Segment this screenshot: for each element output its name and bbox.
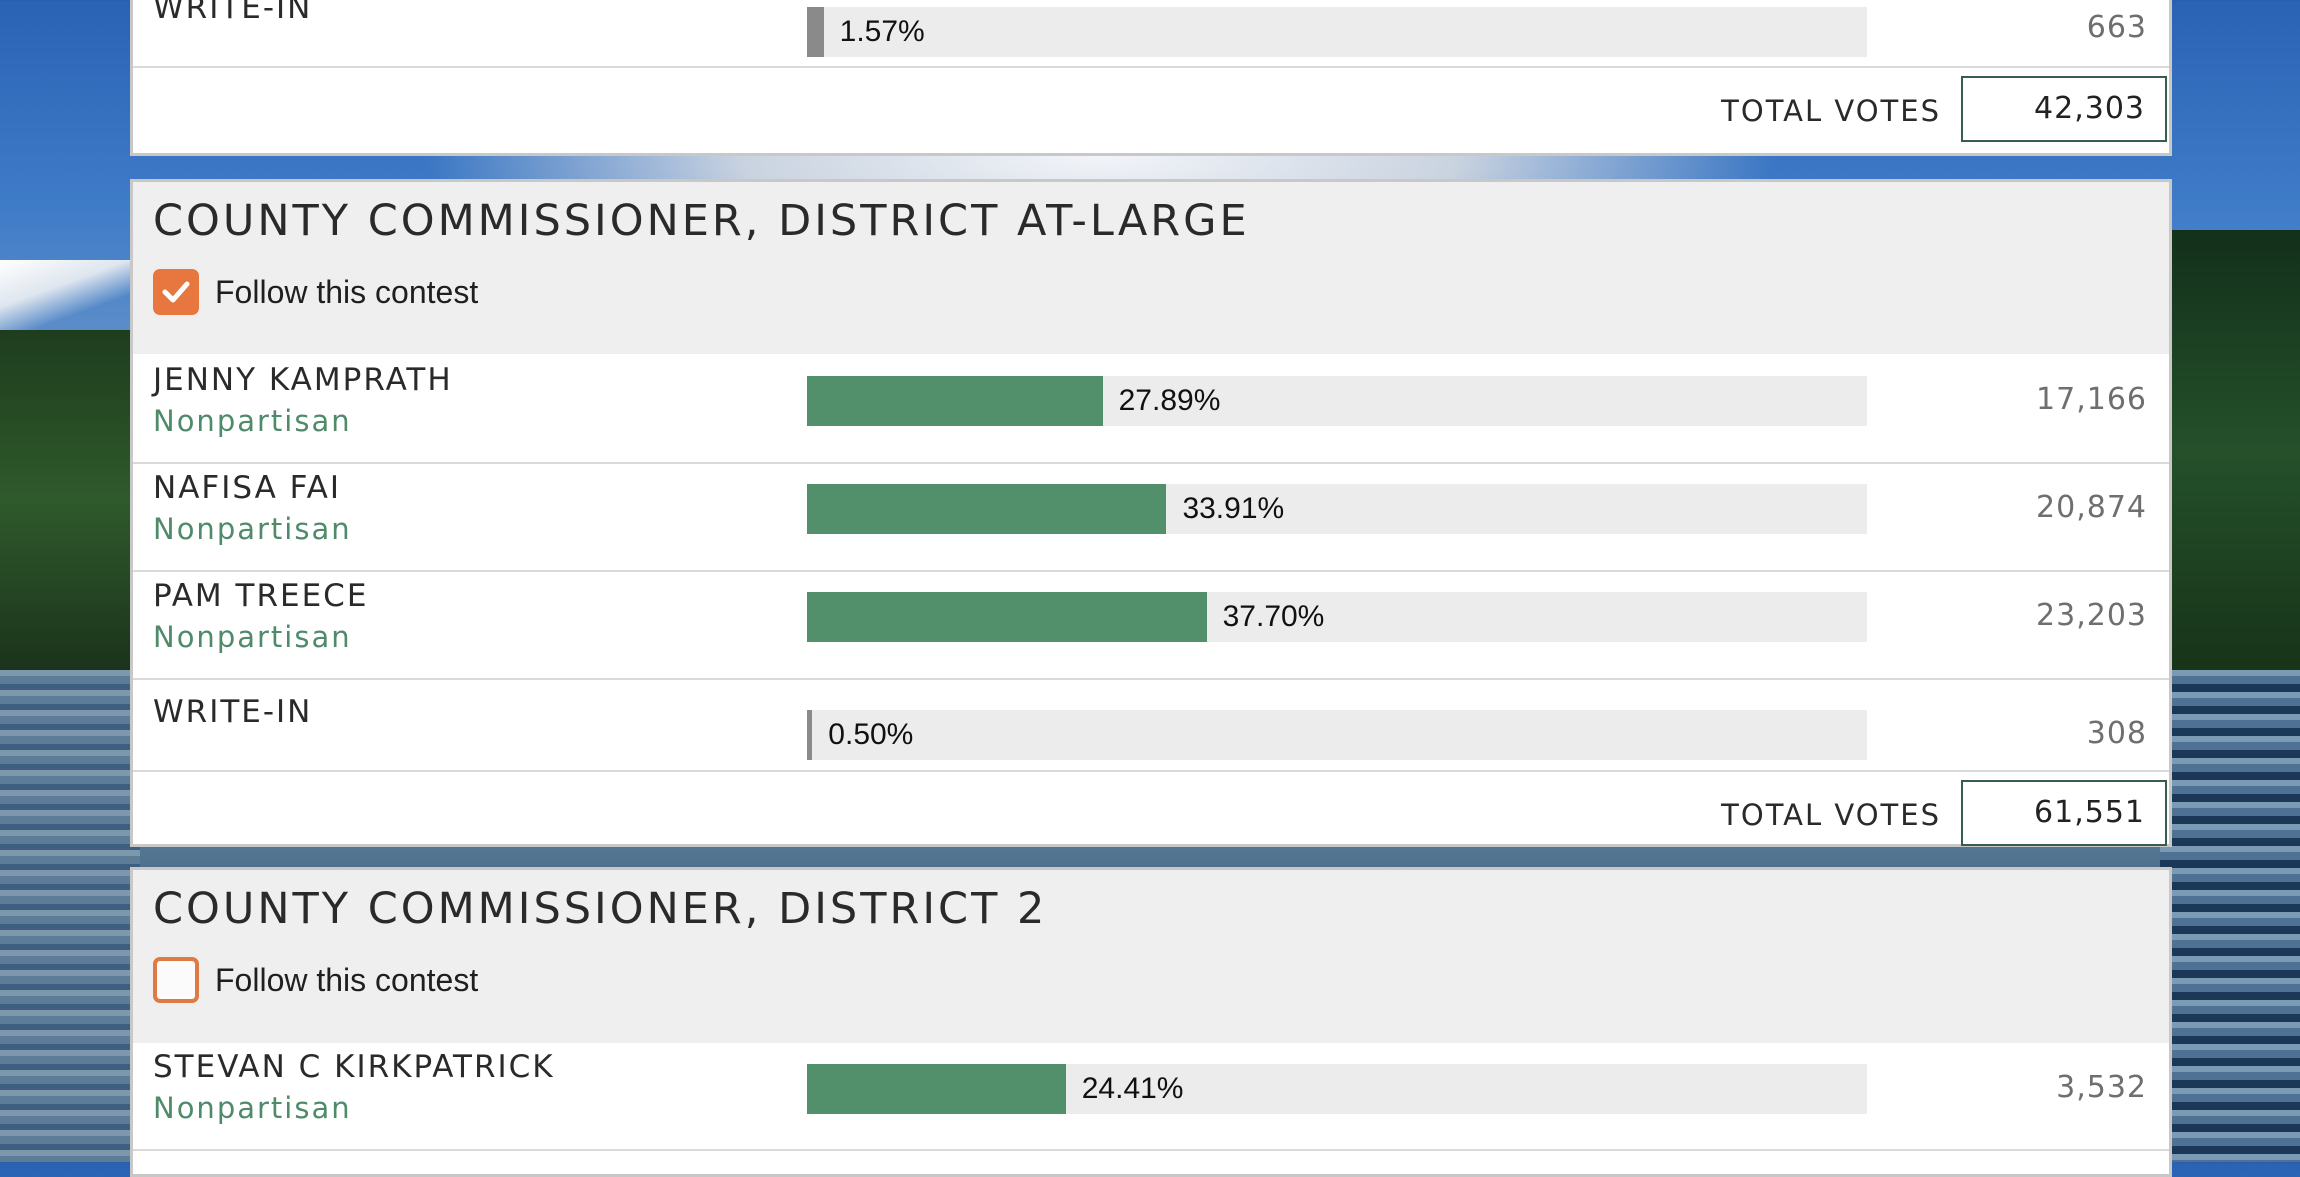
vote-bar-fill [807,1064,1066,1114]
candidate-name: WRITE-IN [153,0,313,26]
checkmark-icon [162,281,190,303]
vote-count: 663 [2086,10,2147,45]
contest-title: COUNTY COMMISSIONER, DISTRICT 2 [153,884,1048,934]
candidate-name: JENNY KAMPRATH [153,362,453,398]
follow-checkbox[interactable] [153,957,199,1003]
candidate-name: NAFISA FAI [153,470,342,506]
vote-bar-track: 24.41% [807,1064,1867,1114]
vote-bar-fill [807,7,824,57]
vote-count: 3,532 [2056,1070,2147,1105]
background-mountain-snow [0,260,130,330]
candidate-party: Nonpartisan [153,1091,352,1125]
candidate-row: NAFISA FAI Nonpartisan 33.91% 20,874 [133,462,2169,570]
vote-bar-track: 0.50% [807,710,1867,760]
vote-bar-track: 1.57% [807,7,1867,57]
candidate-party: Nonpartisan [153,512,352,546]
contest-panel-previous: WRITE-IN 1.57% 663 TOTAL VOTES 42,303 [130,0,2172,156]
background-lake-left [0,670,140,1162]
vote-percent: 24.41% [1081,1072,1184,1105]
vote-count: 20,874 [2036,490,2147,525]
candidate-row: STEVAN C KIRKPATRICK Nonpartisan 24.41% … [133,1043,2169,1151]
vote-percent: 33.91% [1182,492,1285,525]
follow-contest-toggle[interactable]: Follow this contest [153,952,478,1008]
vote-bar-track: 33.91% [807,484,1867,534]
total-votes-label: TOTAL VOTES [1721,798,1941,832]
candidate-name: PAM TREECE [153,578,369,614]
vote-bar-fill [807,592,1207,642]
contest-header: COUNTY COMMISSIONER, DISTRICT AT-LARGE F… [133,182,2169,354]
background-trees-right [2160,230,2300,670]
vote-bar-track: 37.70% [807,592,1867,642]
candidate-name: WRITE-IN [153,694,313,730]
total-votes-value: 61,551 [1961,780,2167,846]
candidate-party: Nonpartisan [153,620,352,654]
background-lake-right [2160,670,2300,1162]
candidate-party: Nonpartisan [153,404,352,438]
follow-checkbox[interactable] [153,269,199,315]
vote-bar-track: 27.89% [807,376,1867,426]
vote-count: 23,203 [2036,598,2147,633]
candidate-name: STEVAN C KIRKPATRICK [153,1049,555,1085]
vote-percent: 37.70% [1222,600,1325,633]
contest-panel-at-large: COUNTY COMMISSIONER, DISTRICT AT-LARGE F… [130,179,2172,847]
vote-count: 17,166 [2036,382,2147,417]
candidate-row: JENNY KAMPRATH Nonpartisan 27.89% 17,166 [133,354,2169,462]
contest-header: COUNTY COMMISSIONER, DISTRICT 2 Follow t… [133,870,2169,1043]
total-votes-row: TOTAL VOTES 61,551 [133,770,2169,847]
contest-title: COUNTY COMMISSIONER, DISTRICT AT-LARGE [153,196,1250,246]
vote-count: 308 [2086,716,2147,751]
total-votes-row: TOTAL VOTES 42,303 [133,66,2169,156]
follow-contest-toggle[interactable]: Follow this contest [153,264,478,320]
candidate-row: WRITE-IN 0.50% 308 [133,678,2169,770]
vote-percent: 27.89% [1118,384,1221,417]
follow-label: Follow this contest [215,273,479,310]
total-votes-label: TOTAL VOTES [1721,94,1941,128]
vote-percent: 1.57% [839,15,925,48]
vote-bar-fill [807,710,813,760]
vote-bar-fill [807,376,1103,426]
vote-bar-fill [807,484,1167,534]
candidate-row: PAM TREECE Nonpartisan 37.70% 23,203 [133,570,2169,678]
background-trees-left [0,330,140,670]
vote-percent: 0.50% [828,718,914,751]
follow-label: Follow this contest [215,961,479,998]
candidate-row: WRITE-IN 1.57% 663 [133,0,2169,68]
total-votes-value: 42,303 [1961,76,2167,142]
contest-panel-district-2: COUNTY COMMISSIONER, DISTRICT 2 Follow t… [130,867,2172,1177]
